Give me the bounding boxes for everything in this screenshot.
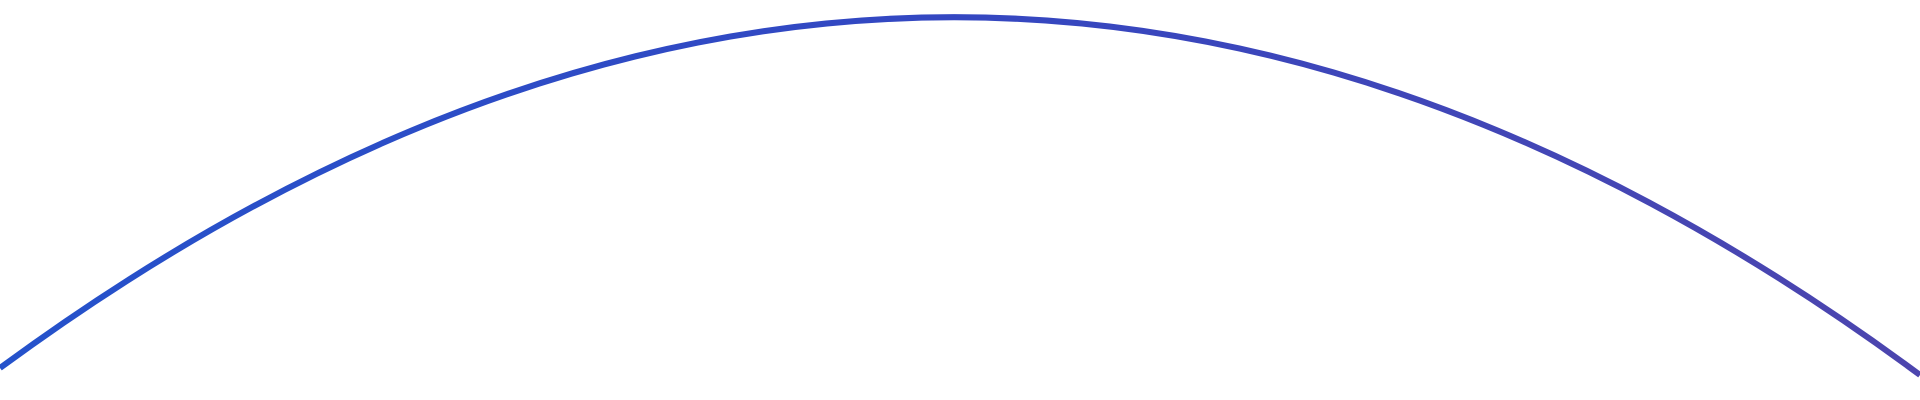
curve-line (0, 14, 1920, 378)
